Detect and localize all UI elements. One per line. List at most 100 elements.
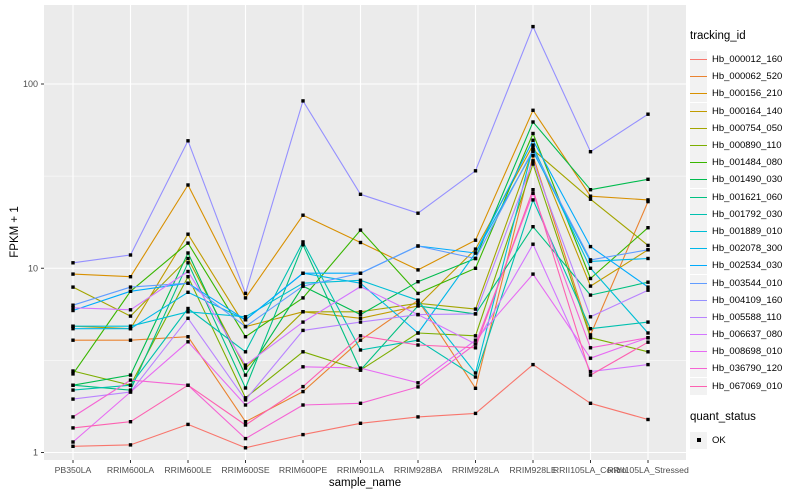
data-point — [416, 338, 420, 342]
data-point — [243, 324, 248, 329]
data-point — [473, 342, 478, 346]
legend-item-label: Hb_003544_010 — [712, 277, 783, 289]
plot-panel — [44, 5, 686, 460]
data-point — [243, 436, 248, 441]
data-point — [71, 324, 75, 328]
data-point — [243, 291, 248, 296]
x-tick-label: RRIM600SE — [221, 465, 269, 475]
data-point — [128, 275, 133, 279]
data-point — [358, 192, 363, 196]
data-point — [473, 371, 478, 375]
data-point — [646, 350, 650, 354]
data-point — [358, 401, 363, 405]
data-point — [358, 240, 363, 245]
legend-item-label: OK — [712, 434, 726, 446]
data-point — [588, 346, 593, 350]
data-point — [301, 350, 305, 354]
legend-item-label: Hb_002534_030 — [712, 260, 783, 272]
data-point — [531, 272, 535, 276]
legend-item: Hb_001621_060 — [690, 188, 800, 206]
data-point — [128, 373, 133, 377]
data-point — [531, 149, 535, 154]
data-point — [588, 356, 593, 360]
data-point — [128, 324, 133, 328]
legend-item-label: Hb_001490_030 — [712, 174, 783, 186]
data-point — [128, 308, 133, 312]
data-point — [646, 248, 650, 252]
data-point — [243, 315, 248, 319]
data-point — [646, 280, 650, 284]
data-point — [588, 293, 593, 297]
legend-key-line-icon — [690, 222, 707, 240]
data-point — [588, 369, 593, 374]
legend-item-label: Hb_001792_030 — [712, 208, 783, 220]
legend-key-line-icon — [690, 274, 707, 292]
data-point — [358, 421, 363, 425]
legend-item-label: Hb_000062_520 — [712, 71, 783, 83]
data-point — [646, 285, 650, 289]
ok-point-key — [690, 431, 707, 449]
legend-item: Hb_036790_120 — [690, 360, 800, 378]
data-point — [531, 131, 535, 136]
legend-item: Hb_004109_160 — [690, 291, 800, 309]
legend: tracking_id Hb_000012_160 Hb_000062_520 Hb… — [690, 30, 800, 449]
legend-key-line-icon — [690, 343, 707, 361]
data-point — [588, 401, 593, 405]
x-tick-label: RRIM600LE — [164, 465, 212, 475]
legend-item: Hb_006637_080 — [690, 326, 800, 344]
data-point — [646, 288, 650, 292]
data-point — [416, 312, 420, 317]
data-point — [128, 327, 133, 331]
data-point — [646, 112, 650, 116]
data-point — [588, 266, 593, 270]
legend-item: Hb_001889_010 — [690, 222, 800, 240]
data-point — [416, 211, 420, 215]
legend-key-line-icon — [690, 240, 707, 258]
data-point — [588, 150, 593, 154]
data-point — [243, 363, 248, 367]
legend-item: Hb_067069_010 — [690, 377, 800, 395]
data-point — [186, 422, 190, 427]
data-point — [473, 247, 478, 251]
x-tick-label: PB350LA — [55, 465, 92, 475]
legend-item-label: Hb_000754_050 — [712, 122, 783, 134]
data-point — [646, 256, 650, 261]
data-point — [301, 403, 305, 407]
data-point — [531, 108, 535, 112]
data-point — [243, 423, 248, 427]
legend-item-label: Hb_008698_010 — [712, 346, 783, 358]
legend-item: Hb_000754_050 — [690, 119, 800, 137]
legend-key-line-icon — [690, 171, 707, 189]
x-tick-label: RRIM901LA — [337, 465, 385, 475]
legend-key-line-icon — [690, 85, 707, 103]
legend-key-line-icon — [690, 205, 707, 223]
data-point — [243, 373, 248, 377]
data-point — [473, 375, 478, 379]
legend-item-label: Hb_002078_300 — [712, 243, 783, 255]
data-point — [301, 243, 305, 247]
black-square-point-icon — [696, 438, 701, 443]
data-point — [531, 362, 535, 367]
data-point — [473, 338, 478, 342]
data-point — [186, 139, 190, 143]
data-point — [646, 362, 650, 367]
data-point — [531, 145, 535, 149]
data-point — [358, 278, 363, 282]
data-point — [186, 275, 190, 279]
data-point — [588, 373, 593, 377]
data-point — [243, 318, 248, 322]
data-point — [358, 366, 363, 370]
data-point — [473, 386, 478, 390]
data-point — [588, 194, 593, 198]
data-point — [71, 388, 75, 392]
data-point — [588, 188, 593, 192]
legend-item: Hb_001490_030 — [690, 171, 800, 189]
data-point — [71, 306, 75, 310]
data-point — [473, 256, 478, 261]
data-point — [186, 306, 190, 311]
data-point — [186, 256, 190, 261]
y-tick-label: 1 — [33, 448, 38, 458]
legend-item-label: Hb_067069_010 — [712, 380, 783, 392]
data-point — [71, 426, 75, 430]
x-tick-label: RRIM600PE — [279, 465, 327, 475]
